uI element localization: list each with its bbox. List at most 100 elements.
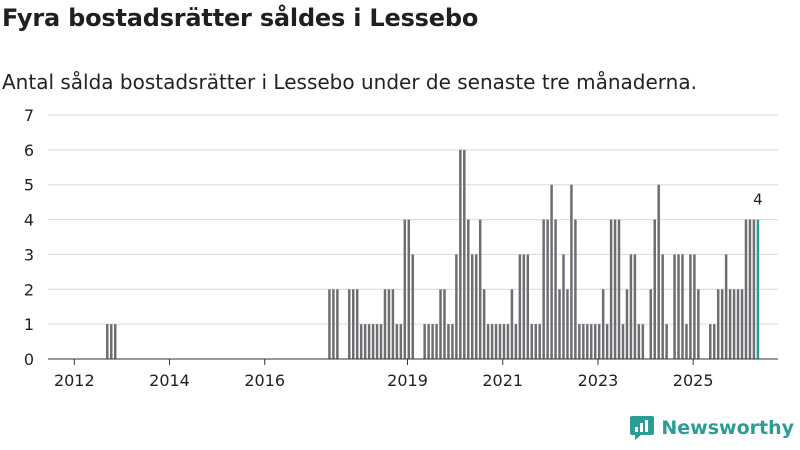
x-tick-label: 2021 <box>482 371 523 390</box>
bar <box>522 254 526 359</box>
bar <box>689 254 692 359</box>
latest-value-label: 4 <box>753 191 763 209</box>
bar <box>665 324 668 359</box>
bar <box>728 289 732 359</box>
bar <box>677 254 680 359</box>
bar <box>332 289 335 359</box>
y-tick-label: 5 <box>24 176 34 195</box>
bar <box>355 289 359 359</box>
x-tick-label: 2016 <box>244 371 285 390</box>
bar <box>351 289 355 359</box>
bar <box>526 254 530 359</box>
bar <box>712 324 716 359</box>
bar <box>110 324 113 359</box>
bar <box>371 324 375 359</box>
bar <box>613 219 617 359</box>
bar <box>681 254 684 359</box>
bar <box>562 254 565 359</box>
bar <box>578 324 581 359</box>
y-tick-label: 7 <box>24 106 34 125</box>
brand-name: Newsworthy <box>661 417 794 439</box>
bar <box>510 289 514 359</box>
bar <box>474 254 478 359</box>
bar <box>724 254 728 359</box>
brand-logo: Newsworthy <box>629 414 794 442</box>
bar <box>720 289 724 359</box>
chart-title: Fyra bostadsrätter såldes i Lessebo <box>2 4 479 32</box>
bar <box>328 289 331 359</box>
bar <box>649 289 653 359</box>
y-tick-label: 4 <box>24 211 34 230</box>
y-tick-label: 0 <box>24 350 34 369</box>
newsworthy-logo-icon <box>630 416 655 440</box>
bar <box>490 324 494 359</box>
x-tick-label: 2023 <box>578 371 619 390</box>
bar <box>375 324 379 359</box>
bar <box>478 219 482 359</box>
bar <box>558 289 561 359</box>
bar <box>625 289 629 359</box>
bar <box>582 324 585 359</box>
bar <box>459 149 462 359</box>
bar <box>538 324 541 359</box>
bar <box>471 254 474 359</box>
x-tick-label: 2025 <box>673 371 714 390</box>
bar <box>593 324 597 359</box>
y-tick-label: 6 <box>24 141 34 160</box>
bar <box>601 289 605 359</box>
bar <box>617 219 621 359</box>
bar <box>359 324 363 359</box>
x-tick-label: 2019 <box>387 371 428 390</box>
bar <box>693 254 696 359</box>
bar <box>633 254 637 359</box>
bar <box>736 289 740 359</box>
bar <box>494 324 498 359</box>
bar <box>502 324 506 359</box>
bar <box>744 219 748 359</box>
chart-subtitle: Antal sålda bostadsrätter i Lessebo unde… <box>2 70 697 94</box>
bar <box>387 289 391 359</box>
bar <box>685 324 688 359</box>
bar <box>748 219 752 359</box>
bar <box>431 324 434 359</box>
bar <box>514 324 518 359</box>
bar <box>590 324 593 359</box>
bar <box>482 289 486 359</box>
bar <box>637 324 641 359</box>
bar <box>629 254 633 359</box>
y-tick-label: 1 <box>24 315 34 334</box>
bar <box>106 324 109 359</box>
bar <box>597 324 601 359</box>
bar <box>399 324 403 359</box>
y-tick-label: 2 <box>24 280 34 299</box>
bar <box>653 219 656 359</box>
bar <box>534 324 537 359</box>
bar <box>586 324 589 359</box>
bar <box>697 289 700 359</box>
bar <box>609 219 613 359</box>
bar <box>566 289 569 359</box>
bar <box>451 324 454 359</box>
bar <box>348 289 351 359</box>
bar <box>435 324 438 359</box>
bar <box>467 219 470 359</box>
bar <box>518 254 522 359</box>
bar <box>661 254 664 359</box>
bar <box>395 324 399 359</box>
bar <box>740 289 744 359</box>
bar <box>752 219 756 359</box>
bar <box>498 324 502 359</box>
bar <box>423 324 426 359</box>
bar <box>554 219 557 359</box>
bar <box>439 289 442 359</box>
bar <box>455 254 458 359</box>
bar <box>732 289 736 359</box>
bar <box>411 254 414 359</box>
bar <box>641 324 645 359</box>
bar <box>673 254 676 359</box>
bar <box>363 324 367 359</box>
bar <box>542 219 545 359</box>
bar <box>447 324 450 359</box>
bar <box>443 289 446 359</box>
